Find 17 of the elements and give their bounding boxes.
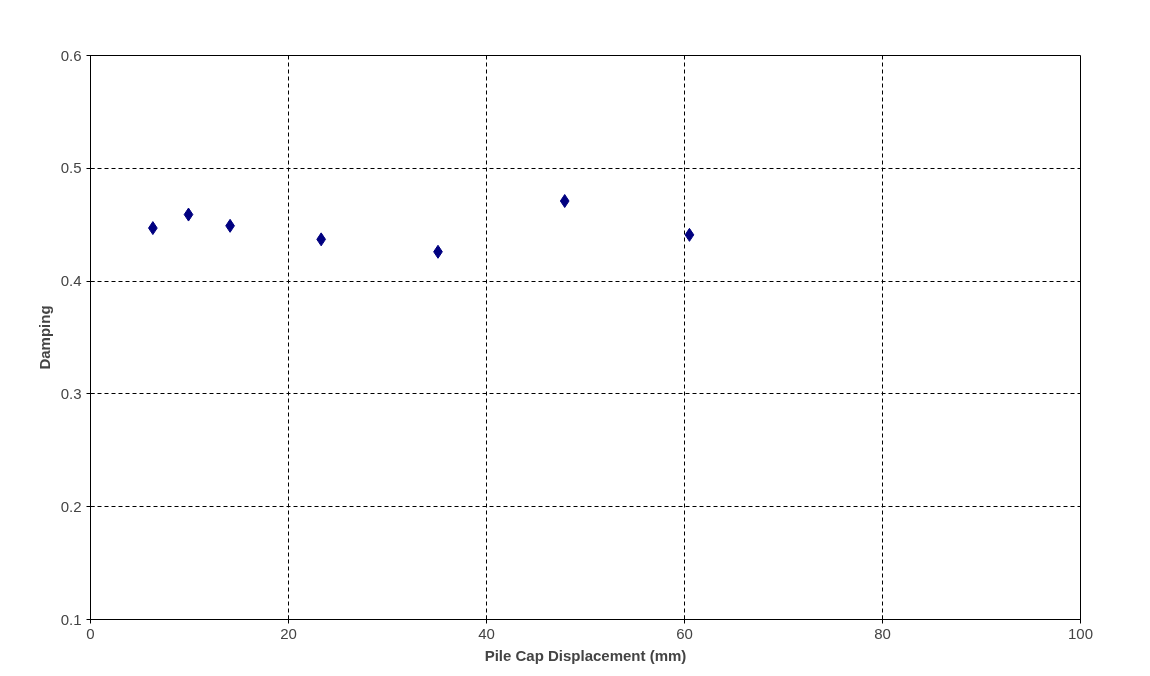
x-tick-label: 80 [874, 624, 891, 642]
point [559, 194, 570, 209]
y-tick-label: 0.5 [60, 159, 82, 177]
point [684, 227, 695, 242]
y-tick-label: 0.1 [60, 610, 82, 628]
x-axis-title: Pile Cap Displacement (mm) [484, 646, 687, 664]
y-tick-label: 0.6 [60, 46, 82, 64]
y-axis-title: Damping [35, 305, 53, 370]
y-tick-label: 0.4 [60, 272, 82, 290]
point [183, 207, 194, 222]
x-tick-label: 40 [478, 624, 495, 642]
x-tick-label: 100 [1067, 624, 1094, 642]
x-tick-label: 20 [280, 624, 297, 642]
y-tick-label: 0.2 [60, 497, 82, 515]
x-tick-label: 0 [86, 624, 95, 642]
x-tick-label: 60 [676, 624, 693, 642]
y-tick-label: 0.3 [60, 384, 82, 402]
